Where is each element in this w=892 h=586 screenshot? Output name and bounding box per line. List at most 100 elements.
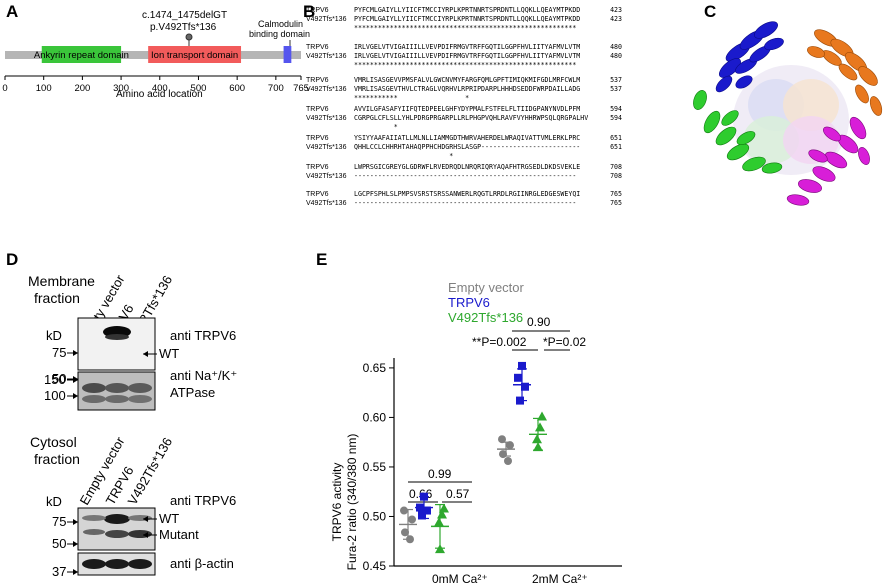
alignment-row-name: V492Tfs*136 <box>306 200 347 207</box>
subunit-blue <box>715 21 784 93</box>
alignment-row-seq: ****************************************… <box>354 24 577 32</box>
alignment-row: *********** * <box>306 94 622 102</box>
alignment-row-name: TRPV6 <box>306 135 329 142</box>
alignment-row-seq: YSIYYAAFAIIATLLMLNLLIAMMGDTHWRVAHERDELWR… <box>354 134 581 142</box>
data-point <box>418 511 426 520</box>
membrane-marker-100: 100 <box>44 388 66 403</box>
mutation-protein-label: p.V492Tfs*136 <box>150 22 217 33</box>
panel-b-letter: B <box>303 2 316 21</box>
membrane-title-line2: fraction <box>34 290 80 306</box>
membrane-title-line1: Membrane <box>28 273 95 289</box>
alignment-row-seq: ----------------------------------------… <box>354 172 577 180</box>
panel-a-letter: A <box>6 2 19 21</box>
panel-c-letter: C <box>704 2 717 21</box>
data-point <box>401 528 409 537</box>
alignment-row-name: TRPV6 <box>306 164 329 171</box>
alignment-row: V492Tfs*136 QHHLCCLCHHRHTAHAQPPHCHDGRHSLA… <box>306 143 622 152</box>
membrane-ab-atpase-line1: anti Na⁺/K⁺ <box>170 368 237 383</box>
membrane-blot-trpv6 <box>77 317 156 371</box>
membrane-ab-trpv6: anti TRPV6 <box>170 328 236 343</box>
alignment-row-seq: QHHLCCLCHHRHTAHAQPPHCHDGRHSLASGP--------… <box>354 143 581 151</box>
data-point <box>416 503 424 512</box>
alignment-row: ****************************************… <box>306 24 622 32</box>
alignment-row: * <box>306 123 622 131</box>
alignment-row-num: 537 <box>610 76 622 84</box>
alignment-row-name: TRPV6 <box>306 44 329 51</box>
panel-e-letter: E <box>316 250 328 269</box>
membrane-kd-label: kD <box>46 328 62 343</box>
alignment-row-num: 765 <box>610 190 622 198</box>
aa-tick-label-4: 400 <box>152 83 168 94</box>
aa-tick-label-3: 300 <box>113 83 129 94</box>
legend-empty-vector: Empty vector <box>448 280 525 295</box>
alignment-row: V492Tfs*136 CGRPGLCFLSLLYHLPDRGPRGARPLLRL… <box>306 114 622 123</box>
pval-0mM-right: 0.57 <box>446 487 470 501</box>
membrane-wt-label: WT <box>159 346 179 361</box>
aa-tick-label-0: 0 <box>2 83 7 94</box>
data-point <box>435 544 445 554</box>
data-point <box>533 442 543 452</box>
data-point <box>504 457 512 466</box>
aa-tick-label-8: 765 <box>293 83 309 94</box>
trpv6-tetramer-structure <box>693 21 883 206</box>
alignment-row-seq: VMRLISASGEVVPMSFALVLGWCNVMYFARGFQMLGPFTI… <box>354 76 581 84</box>
alignment-row: V492Tfs*136 PYFCMLGAIYLLYIICFTMCCIYRPLKPR… <box>306 15 622 24</box>
y-tick-label-4: 0.65 <box>363 361 387 375</box>
alignment-row: V492Tfs*136 VMRLISASGEVTHVLCTRAGLVQRHVLRP… <box>306 85 622 94</box>
alignment-row-num: 651 <box>610 143 622 151</box>
membrane-marker-50: 50 <box>52 371 66 386</box>
alignment-row-seq: VMRLISASGEVTHVLCTRAGLVQRHVLRPRIPDARPLHHH… <box>354 85 581 93</box>
cytosol-ab-actin: anti β-actin <box>170 556 234 571</box>
alignment-row-num: 423 <box>610 15 622 23</box>
alignment-row-seq: LWPRSGICGREYGLGDRWFLRVEDRQDLNRQRIQRYAQAF… <box>354 163 581 171</box>
alignment-row-seq: IRLVGELVTVIGAIIILLVEVPDIFRMGVTRFFGQTILGG… <box>354 52 581 60</box>
significance-2mM <box>512 330 570 351</box>
pval-2mM-left: **P=0.002 <box>472 335 527 349</box>
legend-v492tfs: V492Tfs*136 <box>448 310 523 325</box>
legend-trpv6: TRPV6 <box>448 295 490 310</box>
alignment-row-name: V492Tfs*136 <box>306 16 347 23</box>
y-axis-label-line2: Fura-2 ratio (340/380 nm) <box>345 434 359 571</box>
data-point <box>499 450 507 459</box>
calmodulin-label-line2: binding domain <box>249 29 310 39</box>
data-point <box>537 411 547 421</box>
alignment-block: TRPV6 YSIYYAAFAIIATLLMLNLLIAMMGDTHWRVAHER… <box>306 134 622 160</box>
x-group-label-0mM: 0mM Ca²⁺ <box>432 572 488 586</box>
data-point <box>518 361 526 370</box>
alignment-row-seq: *********** * <box>354 94 470 102</box>
domain-block-1 <box>148 46 242 63</box>
alignment-block: TRPV6 VMRLISASGEVVPMSFALVLGWCNVMYFARGFQML… <box>306 76 622 102</box>
cytosol-title-line1: Cytosol <box>30 434 77 450</box>
cytosol-marker-37: 37 <box>52 564 66 579</box>
cytosol-wt-band <box>104 514 130 524</box>
aa-tick-label-5: 500 <box>191 83 207 94</box>
cytosol-title-line2: fraction <box>34 451 80 467</box>
subunit-orange <box>807 29 883 116</box>
western-blot-figure: Membrane fraction Empty vector TRPV6 V49… <box>28 272 237 579</box>
data-point <box>437 509 447 519</box>
alignment-row-num: 480 <box>610 52 622 60</box>
data-point <box>420 492 428 501</box>
y-tick-label-1: 0.50 <box>363 509 387 523</box>
alignment-row-seq: PYFCMLGAIYLLYIICFTMCCIYRPLKPRTNNRTSPRDNT… <box>354 15 581 23</box>
alignment-row-name: TRPV6 <box>306 106 329 113</box>
aa-axis-label: Amino acid location <box>116 89 203 100</box>
alignment-row: TRPV6 LWPRSGICGREYGLGDRWFLRVEDRQDLNRQRIQR… <box>306 163 622 172</box>
alignment-row-seq: LGCPFSPHLSLPMPSVSRSTSRSSANWERLRQGTLRRDLR… <box>354 190 581 198</box>
alignment-row-seq: CGRPGLCFLSLLYHLPDRGPRGARPLLRLPHGPVQHLRAV… <box>354 114 589 122</box>
pval-2mM-right: *P=0.02 <box>543 335 586 349</box>
alignment-row-num: 708 <box>610 172 622 180</box>
membrane-ab-atpase-line2: ATPase <box>170 385 215 400</box>
alignment-row: TRPV6 LGCPFSPHLSLPMPSVSRSTSRSSANWERLRQGTL… <box>306 190 622 199</box>
pval-0mM-overall: 0.99 <box>428 467 452 481</box>
alignment-row-num: 651 <box>610 134 622 142</box>
alignment-row: TRPV6 VMRLISASGEVVPMSFALVLGWCNVMYFARGFQML… <box>306 76 622 85</box>
alignment-row-name: V492Tfs*136 <box>306 53 347 60</box>
alignment-row-seq: ****************************************… <box>354 61 577 69</box>
alignment-row-num: 765 <box>610 199 622 207</box>
alignment-row-name: V492Tfs*136 <box>306 86 347 93</box>
domain-label-1: Ion transport domain <box>151 50 238 61</box>
alignment-row-num: 708 <box>610 163 622 171</box>
alignment-row: ****************************************… <box>306 61 622 69</box>
alignment-row-seq: IRLVGELVTVIGAIIILLVEVPDIFRMGVTRFFGQTILGG… <box>354 43 581 51</box>
